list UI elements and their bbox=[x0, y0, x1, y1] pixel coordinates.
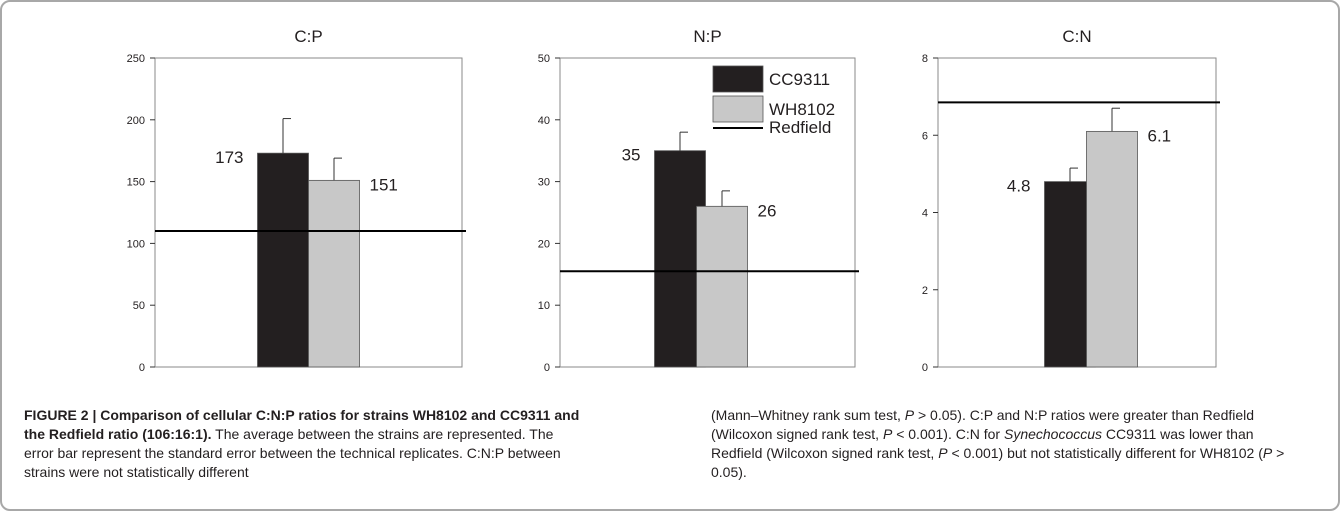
y-tick-label: 30 bbox=[538, 177, 550, 189]
y-tick-label: 8 bbox=[922, 53, 928, 65]
y-tick-label: 10 bbox=[538, 300, 550, 312]
y-tick-label: 250 bbox=[127, 53, 145, 65]
legend-label: Redfield bbox=[769, 118, 831, 137]
caption-title: FIGURE 2 | Comparison of cellular C:N:P … bbox=[24, 407, 580, 442]
caption-left-column: FIGURE 2 | Comparison of cellular C:N:P … bbox=[24, 406, 584, 482]
legend-swatch bbox=[712, 65, 764, 93]
data-label: 35 bbox=[622, 146, 641, 165]
y-tick-label: 4 bbox=[922, 208, 928, 220]
legend-label: WH8102 bbox=[769, 100, 835, 119]
legend-swatch bbox=[712, 95, 764, 123]
chart-title: N:P bbox=[693, 27, 721, 46]
bar-wh8102 bbox=[1086, 130, 1138, 368]
y-tick-label: 50 bbox=[538, 53, 550, 65]
caption-p-symbol: P bbox=[1262, 445, 1273, 461]
data-label: 4.8 bbox=[1007, 177, 1031, 196]
y-tick-label: 0 bbox=[139, 362, 145, 374]
caption-p-symbol: P bbox=[882, 426, 893, 442]
caption-genus: Synechococcus bbox=[1003, 426, 1103, 442]
y-tick-label: 0 bbox=[544, 362, 550, 374]
caption-text-6: > 0.05). bbox=[711, 445, 1285, 480]
charts-area: C:P050100150200250173151N:P0102030405035… bbox=[127, 27, 1220, 374]
y-tick-label: 40 bbox=[538, 115, 550, 127]
caption-text-3: < 0.001). C:N for bbox=[892, 426, 1004, 442]
y-tick-label: 150 bbox=[127, 177, 145, 189]
y-tick-label: 6 bbox=[922, 130, 928, 142]
caption-left-text: The average between the strains are repr… bbox=[24, 426, 561, 480]
bar-cc9311 bbox=[257, 152, 309, 368]
y-tick-label: 2 bbox=[922, 285, 928, 297]
y-tick-label: 20 bbox=[538, 238, 550, 250]
figure-caption: FIGURE 2 | Comparison of cellular C:N:P … bbox=[0, 390, 1344, 510]
caption-p-symbol: P bbox=[904, 407, 915, 423]
data-label: 151 bbox=[370, 175, 398, 194]
caption-text-1: (Mann–Whitney rank sum test, bbox=[711, 407, 905, 423]
caption-p-symbol: P bbox=[938, 445, 948, 461]
bar-wh8102 bbox=[696, 205, 748, 368]
caption-text-4: CC9311 was lower than Redfield (Wilcoxon… bbox=[711, 426, 1254, 461]
y-tick-label: 200 bbox=[127, 115, 145, 127]
y-tick-label: 0 bbox=[922, 362, 928, 374]
y-tick-label: 50 bbox=[133, 300, 145, 312]
data-label: 173 bbox=[215, 148, 243, 167]
data-label: 26 bbox=[758, 201, 777, 220]
chart-title: C:N bbox=[1062, 27, 1091, 46]
bar-wh8102 bbox=[308, 179, 360, 368]
caption-text-2: > 0.05). C:P and N:P ratios were greater… bbox=[711, 407, 1255, 442]
legend-label: CC9311 bbox=[769, 70, 830, 89]
y-tick-label: 100 bbox=[127, 238, 145, 250]
data-label: 6.1 bbox=[1148, 126, 1172, 145]
caption-text-5: < 0.001) but not statistically different… bbox=[947, 445, 1263, 461]
caption-right-column: (Mann–Whitney rank sum test, P > 0.05). … bbox=[711, 406, 1301, 482]
chart-title: C:P bbox=[294, 27, 322, 46]
